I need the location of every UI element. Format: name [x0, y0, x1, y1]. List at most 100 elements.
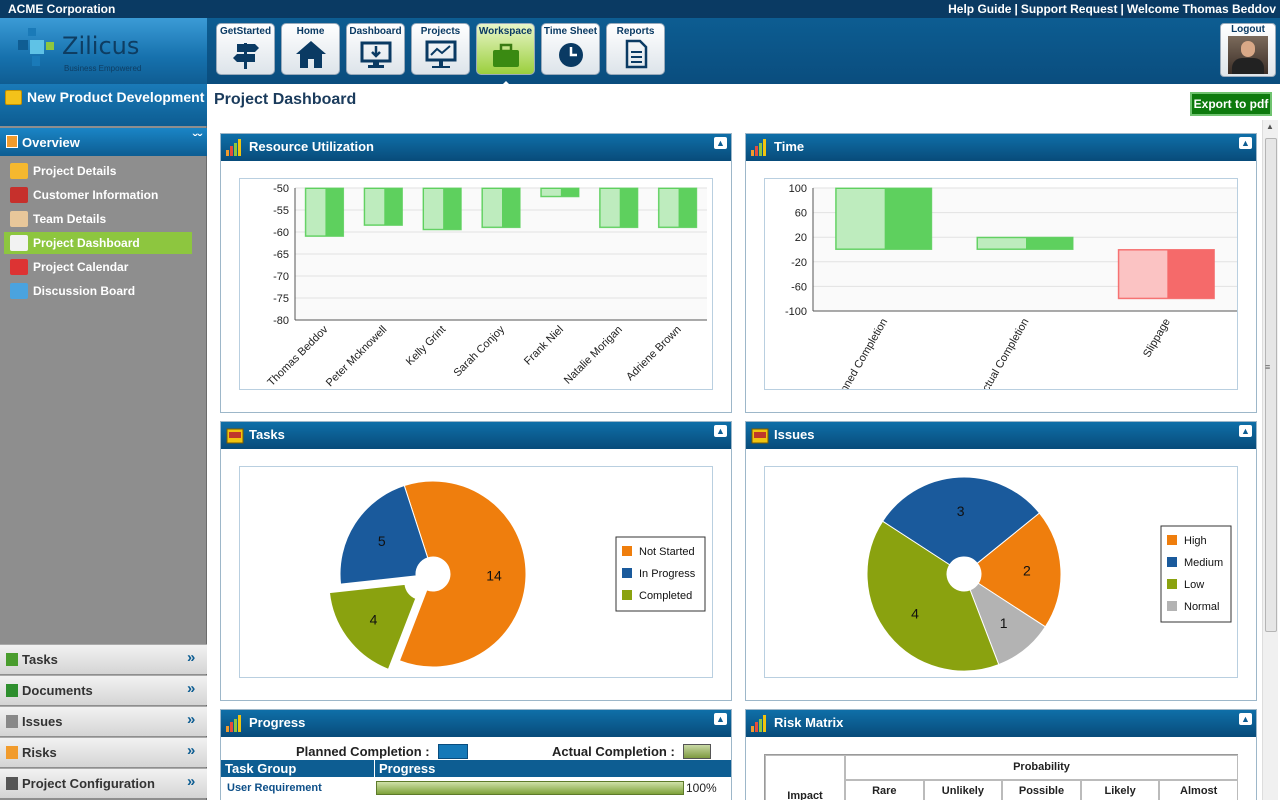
sidebar-item-customer-information[interactable]: Customer Information — [4, 184, 192, 206]
sidebar-item-project-details[interactable]: Project Details — [4, 160, 192, 182]
nav-timesheet-label: Time Sheet — [543, 26, 598, 37]
probability-header: Probability — [845, 755, 1238, 780]
logo-tagline: Business Empowered — [64, 64, 142, 73]
accordion-risks[interactable]: Risks » — [0, 737, 207, 767]
bar-highlight — [541, 189, 561, 196]
slice-value-label: 2 — [1023, 563, 1031, 579]
minimize-icon[interactable]: ▲ — [1239, 137, 1252, 149]
minimize-icon[interactable]: ▲ — [1239, 713, 1252, 725]
slice-value-label: 14 — [486, 568, 502, 584]
logo-area: Zilicus Business Empowered — [0, 18, 207, 84]
issues-pie-chart: 2 1 4 3 High Medium Low Normal — [866, 476, 1232, 672]
gear-icon — [6, 777, 18, 790]
panel-title: Tasks — [249, 427, 285, 442]
risk-column-header: Unlikely — [923, 780, 1003, 800]
top-bar: ACME Corporation Help Guide | Support Requ… — [0, 0, 1280, 18]
panel-header: Tasks ▲ — [221, 422, 731, 449]
legend-swatch — [622, 590, 632, 600]
sidebar-item-project-calendar[interactable]: Project Calendar — [4, 256, 192, 278]
sidebar-item-discussion-board[interactable]: Discussion Board — [4, 280, 192, 302]
page-scrollbar[interactable]: ▲ ≡ — [1262, 120, 1278, 800]
accordion-label: Tasks — [22, 652, 58, 667]
scrollbar-thumb[interactable] — [1265, 138, 1277, 632]
nav-home-button[interactable]: Home — [281, 23, 340, 75]
tasks-chart-frame: 14 4 5 Not Started In Progress Completed — [239, 466, 713, 678]
clock-icon — [558, 43, 583, 67]
home-icon — [295, 41, 326, 68]
legend-label: High — [1184, 535, 1207, 547]
sidebar-item-label: Project Dashboard — [33, 236, 140, 250]
bar-highlight — [600, 189, 620, 227]
issues-icon — [6, 715, 18, 728]
planned-swatch — [438, 744, 468, 759]
legend-swatch — [1167, 557, 1177, 567]
pie-slice[interactable] — [328, 583, 417, 670]
pie-slice[interactable] — [881, 476, 1041, 566]
task-group-link[interactable]: User Requirement — [227, 782, 322, 794]
nav-dashboard-button[interactable]: Dashboard — [346, 23, 405, 75]
minimize-icon[interactable]: ▲ — [1239, 425, 1252, 437]
sidebar-item-project-dashboard[interactable]: Project Dashboard — [4, 232, 192, 254]
sidebar-item-team-details[interactable]: Team Details — [4, 208, 192, 230]
project-title-bar[interactable]: New Product Development — [0, 84, 207, 126]
x-tick-label: Slippage — [1141, 317, 1173, 360]
overview-section-header[interactable]: Overview ˇˇ — [0, 128, 207, 156]
y-tick-label: -65 — [273, 249, 289, 261]
x-tick-label: Actual Completion — [977, 317, 1032, 390]
pie-slice[interactable] — [866, 520, 1000, 672]
project-icon — [5, 90, 22, 105]
risk-column-header: Likely — [1080, 780, 1160, 800]
expand-chevron-icon[interactable]: » — [187, 649, 196, 666]
nav-getstarted-button[interactable]: GetStarted — [216, 23, 275, 75]
pie-slice[interactable] — [339, 484, 429, 585]
overview-label: Overview — [22, 135, 80, 150]
pie-slice[interactable] — [976, 512, 1062, 628]
legend-label: Completed — [639, 590, 692, 602]
y-tick-label: -100 — [785, 306, 807, 318]
bar-highlight — [836, 189, 885, 249]
accordion-tasks[interactable]: Tasks » — [0, 644, 207, 674]
scroll-up-icon[interactable]: ▲ — [1266, 122, 1274, 131]
slice-value-label: 1 — [1000, 615, 1008, 631]
time-chart-frame: 100 60 20 -20 -60 -100 Planned Completion Actua… — [764, 178, 1238, 408]
nav-workspace-button[interactable]: Workspace — [476, 23, 535, 88]
minimize-icon[interactable]: ▲ — [714, 425, 727, 437]
expand-chevron-icon[interactable]: » — [187, 680, 196, 697]
panel-header: Progress ▲ — [221, 710, 731, 737]
project-details-icon — [10, 163, 28, 179]
calendar-icon — [10, 259, 28, 275]
accordion-issues[interactable]: Issues » — [0, 706, 207, 736]
briefcase-icon — [492, 43, 519, 67]
pie-slice[interactable] — [398, 480, 527, 668]
expand-chevron-icon[interactable]: » — [187, 742, 196, 759]
support-request-link[interactable]: Support Request — [1020, 2, 1118, 16]
bar-highlight — [424, 189, 444, 229]
x-tick-label: Planned Completion — [830, 317, 890, 390]
nav-projects-button[interactable]: Projects — [411, 23, 470, 75]
export-pdf-button[interactable]: Export to pdf — [1190, 92, 1272, 116]
panel-title: Time — [774, 139, 805, 154]
col-progress: Progress — [379, 761, 436, 776]
accordion-documents[interactable]: Documents » — [0, 675, 207, 705]
panel-title: Risk Matrix — [774, 715, 844, 730]
nav-reports-button[interactable]: Reports — [606, 23, 665, 75]
zilicus-logo[interactable]: Zilicus Business Empowered — [16, 26, 141, 73]
accordion-label: Issues — [22, 714, 63, 729]
logout-button[interactable]: Logout — [1220, 23, 1276, 77]
overview-icon — [6, 135, 18, 148]
team-icon — [10, 211, 28, 227]
expand-chevron-icon[interactable]: » — [187, 773, 196, 790]
discussion-icon — [10, 283, 28, 299]
collapse-chevron-icon[interactable]: ˇˇ — [192, 131, 202, 147]
tasks-box-icon — [226, 428, 244, 444]
accordion-project-configuration[interactable]: Project Configuration » — [0, 768, 207, 798]
expand-chevron-icon[interactable]: » — [187, 711, 196, 728]
minimize-icon[interactable]: ▲ — [714, 713, 727, 725]
help-guide-link[interactable]: Help Guide — [948, 2, 1012, 16]
nav-timesheet-button[interactable]: Time Sheet — [541, 23, 600, 75]
bar-highlight — [659, 189, 679, 227]
risk-matrix-table: Impact Probability Rare Unlikely Possible L… — [764, 754, 1238, 800]
y-tick-label: -60 — [273, 227, 289, 239]
minimize-icon[interactable]: ▲ — [714, 137, 727, 149]
company-name: ACME Corporation — [8, 2, 116, 16]
